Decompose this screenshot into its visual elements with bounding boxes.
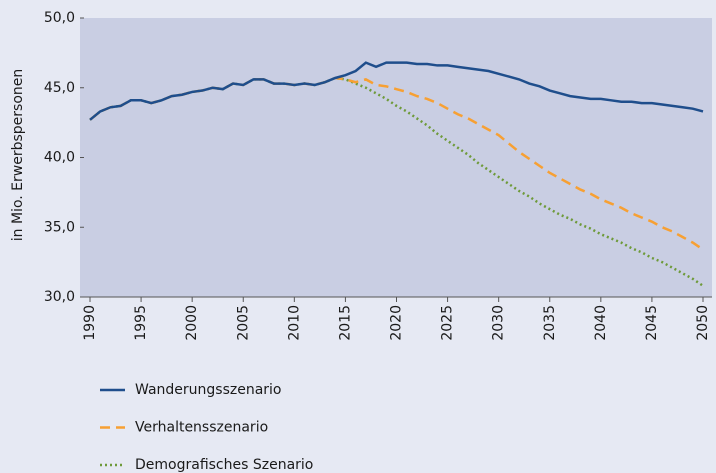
x-tick-label: 2000 xyxy=(184,305,200,341)
x-tick-label: 2040 xyxy=(593,305,609,341)
legend-label: Verhaltensszenario xyxy=(135,420,268,436)
x-tick-label: 1990 xyxy=(82,305,98,341)
x-tick-label: 2015 xyxy=(337,305,353,341)
x-tick-label: 2035 xyxy=(542,305,558,341)
y-tick-label: 45,0 xyxy=(44,80,75,96)
line-series xyxy=(89,61,704,121)
x-tick-label: 2050 xyxy=(695,305,711,341)
plot-area xyxy=(80,18,712,297)
line-series xyxy=(89,76,704,251)
x-tick-label: 2020 xyxy=(389,305,405,341)
x-tick-label: 2010 xyxy=(286,305,302,341)
x-tick-label: 2045 xyxy=(644,305,660,341)
x-tick-label: 2005 xyxy=(235,305,251,341)
y-tick-label: 50,0 xyxy=(44,10,75,26)
y-tick-label: 40,0 xyxy=(44,150,75,166)
legend-label: Wanderungsszenario xyxy=(135,382,282,398)
line-series xyxy=(89,76,704,287)
y-axis-label: in Mio. Erwerbspersonen xyxy=(10,69,26,241)
x-tick-label: 2025 xyxy=(440,305,456,341)
y-tick-label: 35,0 xyxy=(44,219,75,235)
x-tick-label: 2030 xyxy=(491,305,507,341)
legend-label: Demografisches Szenario xyxy=(135,457,313,473)
x-tick-label: 1995 xyxy=(133,305,149,341)
y-tick-label: 30,0 xyxy=(44,289,75,305)
